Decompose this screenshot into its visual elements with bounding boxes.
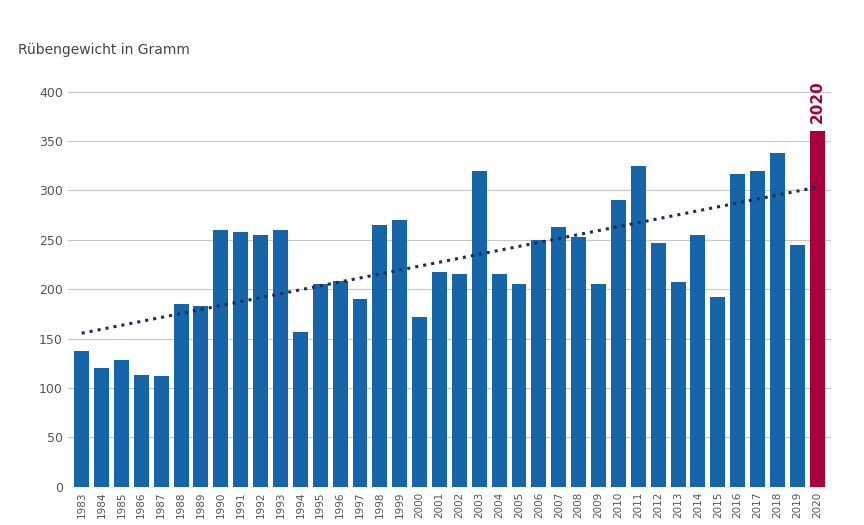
- Bar: [114, 360, 129, 487]
- Bar: [94, 368, 109, 487]
- Text: 2020: 2020: [810, 80, 825, 123]
- Bar: [770, 153, 785, 487]
- Bar: [651, 243, 665, 487]
- Bar: [472, 171, 486, 487]
- Bar: [492, 275, 506, 487]
- Bar: [353, 299, 367, 487]
- Bar: [730, 174, 745, 487]
- Bar: [531, 240, 546, 487]
- Bar: [511, 284, 526, 487]
- Bar: [591, 284, 606, 487]
- Bar: [810, 131, 824, 487]
- Bar: [452, 275, 467, 487]
- Bar: [670, 282, 685, 487]
- Bar: [631, 166, 645, 487]
- Bar: [333, 281, 347, 487]
- Bar: [213, 230, 228, 487]
- Bar: [273, 230, 288, 487]
- Bar: [432, 272, 447, 487]
- Bar: [233, 232, 248, 487]
- Bar: [611, 201, 626, 487]
- Bar: [253, 235, 268, 487]
- Bar: [372, 225, 387, 487]
- Bar: [313, 284, 327, 487]
- Bar: [710, 297, 725, 487]
- Bar: [74, 351, 89, 487]
- Bar: [750, 171, 765, 487]
- Bar: [551, 227, 566, 487]
- Bar: [790, 245, 804, 487]
- Bar: [194, 306, 208, 487]
- Bar: [412, 317, 427, 487]
- Bar: [690, 235, 705, 487]
- Bar: [571, 237, 586, 487]
- Text: Rübengewicht in Gramm: Rübengewicht in Gramm: [18, 43, 190, 57]
- Bar: [154, 376, 168, 487]
- Bar: [174, 304, 188, 487]
- Bar: [293, 332, 308, 487]
- Bar: [134, 375, 149, 487]
- Bar: [392, 220, 407, 487]
